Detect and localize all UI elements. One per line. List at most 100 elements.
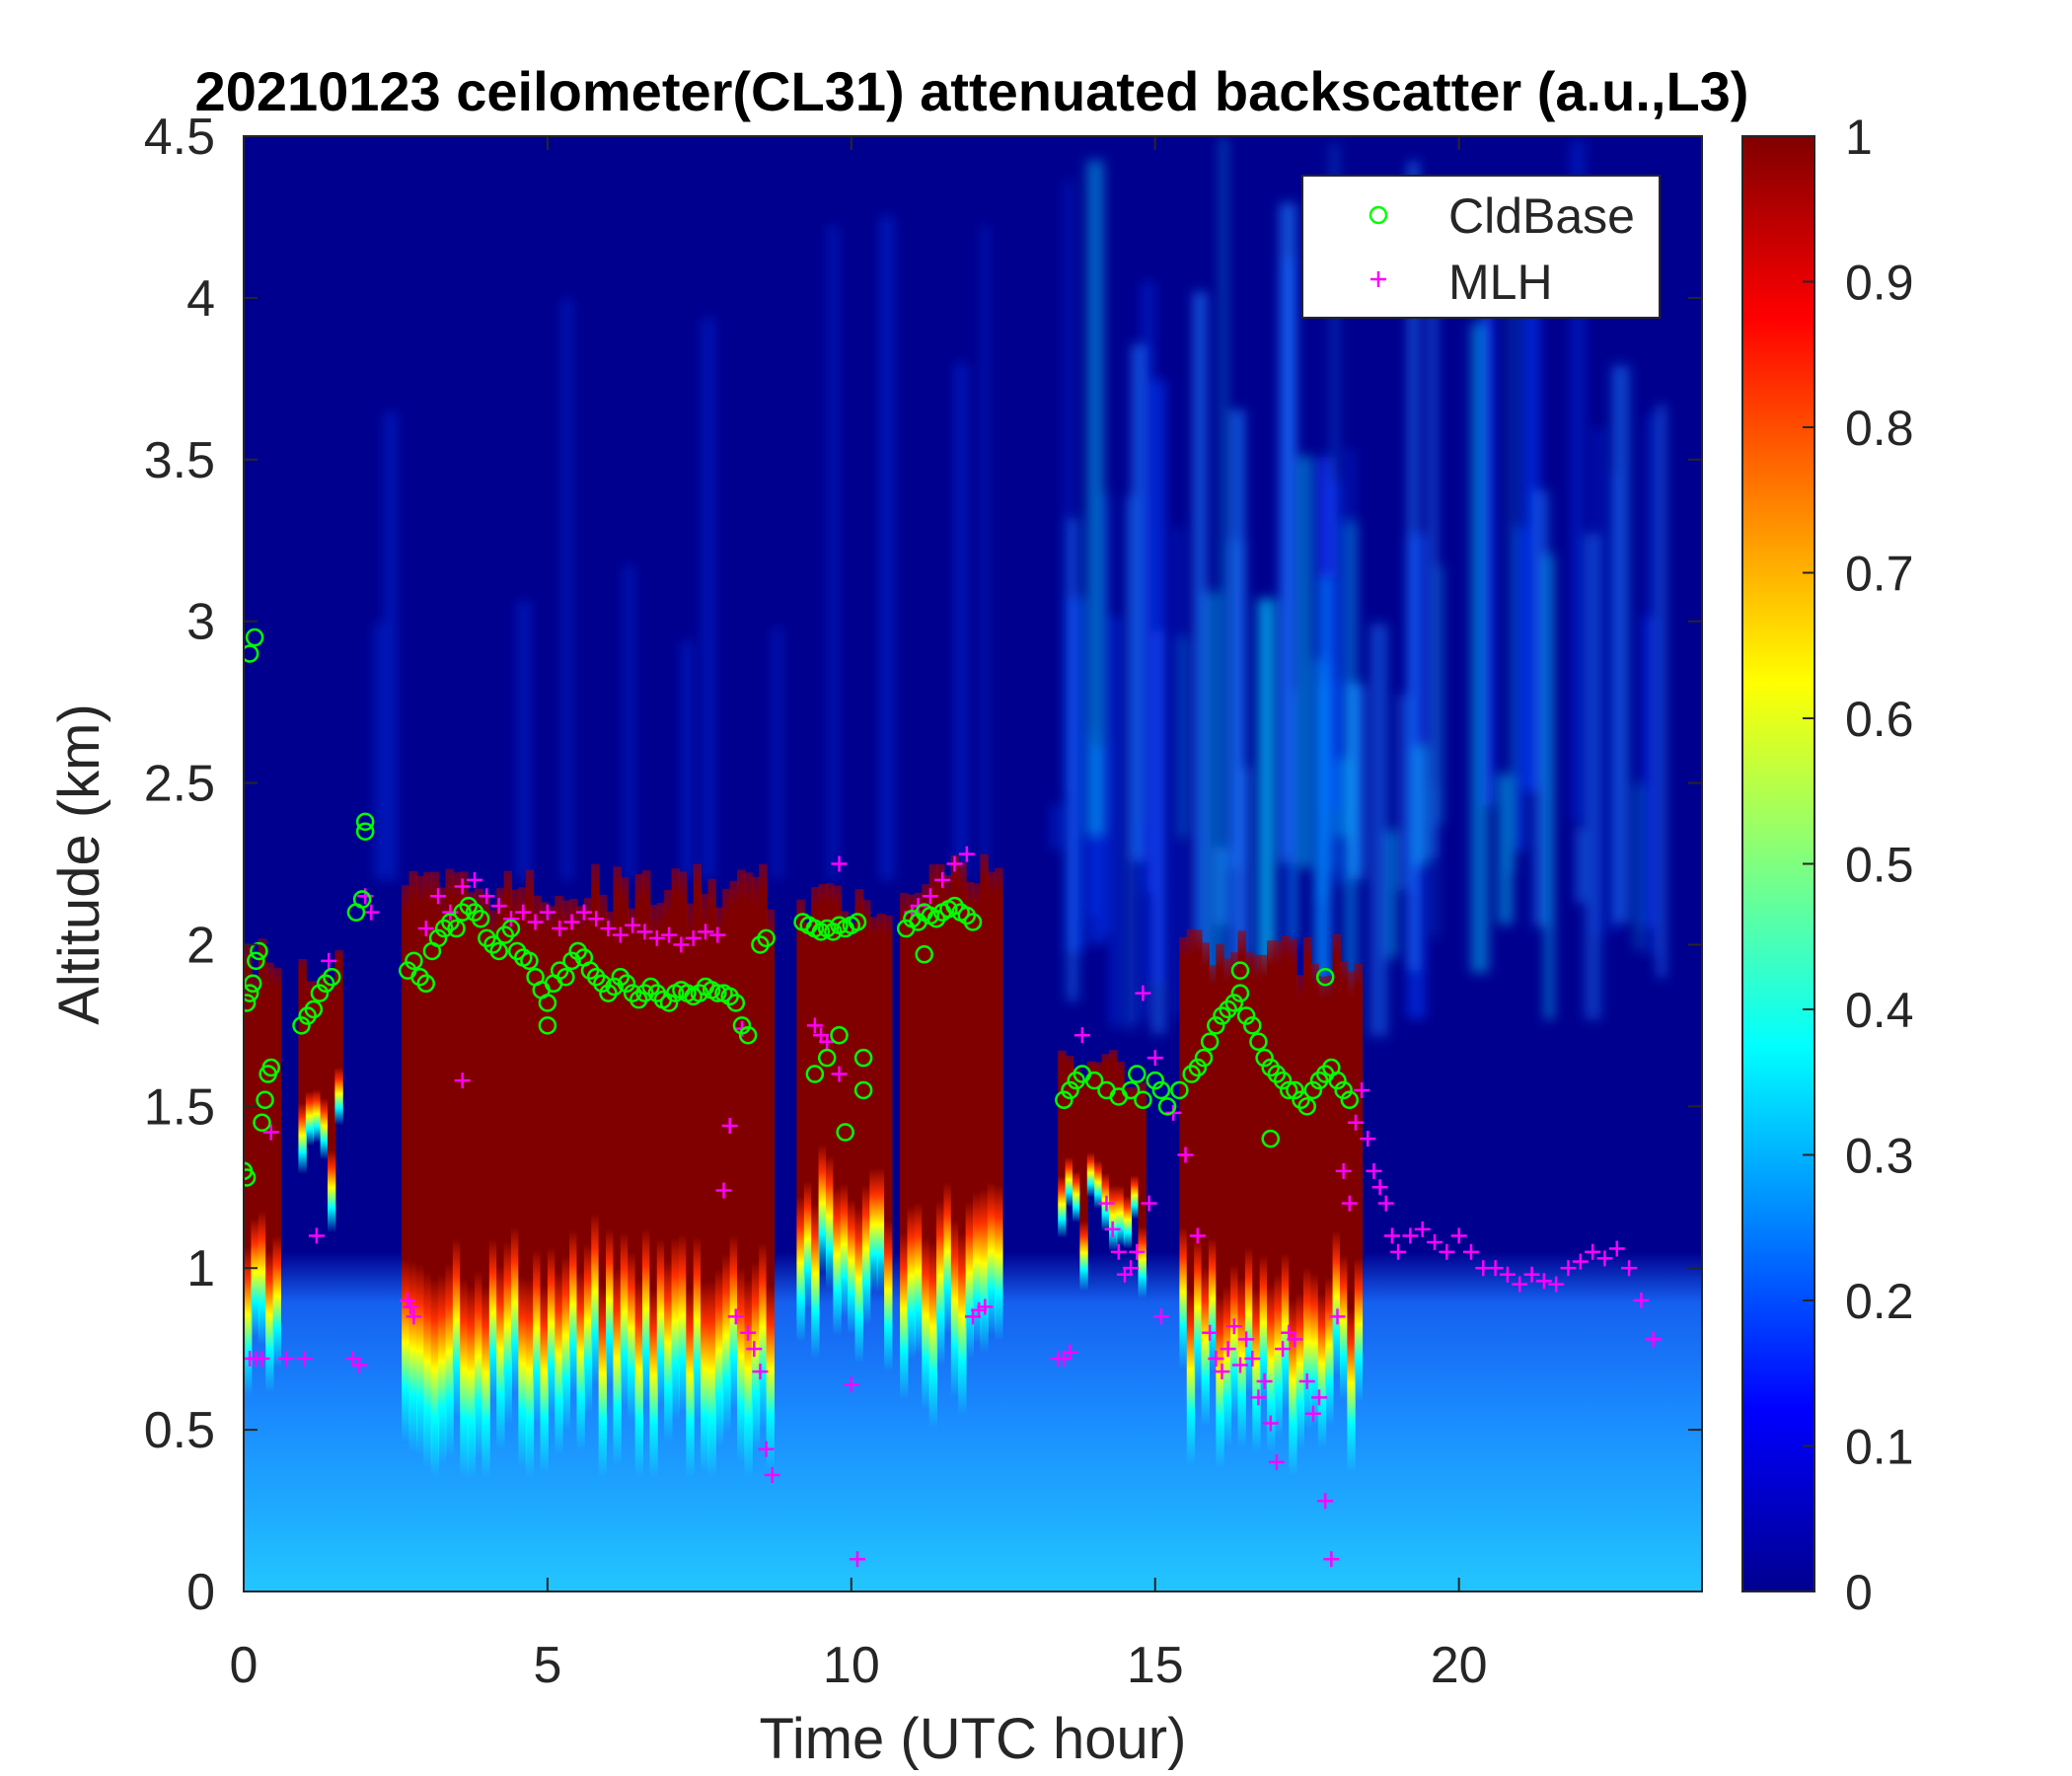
legend-cldbase-label: CldBase	[1448, 188, 1635, 244]
cloud-layers	[244, 853, 1364, 1479]
cloud-column	[649, 905, 658, 1479]
mlh-marker	[1572, 1253, 1589, 1270]
y-tick-label: 3.5	[144, 432, 215, 489]
mlh-marker	[831, 1066, 848, 1082]
cloud-column	[884, 915, 893, 1372]
cldbase-marker	[1061, 1080, 1079, 1100]
y-axis: 0 0.5 1 1.5 2 2.5 3 3.5 4 4.5	[144, 109, 1702, 1621]
mlh-marker	[1104, 1221, 1121, 1237]
colorbar: 0 0.1 0.2 0.3 0.4 0.5 0.6 0.7 0.8 0.9 1	[1741, 110, 1914, 1620]
colorbar-tick-label: 0.7	[1845, 547, 1914, 602]
mlh-marker	[1304, 1405, 1321, 1422]
mlh-marker	[1371, 1179, 1388, 1196]
cloud-column	[1222, 958, 1232, 1447]
cloud-column	[876, 913, 886, 1294]
cldbase-marker	[416, 974, 435, 994]
mlh-marker	[363, 904, 380, 921]
cloud-column	[1295, 975, 1305, 1449]
backscatter-streak	[1413, 745, 1428, 866]
backscatter-streak	[1611, 365, 1630, 924]
cloud-column	[965, 881, 974, 1360]
mlh-marker	[1512, 1276, 1528, 1293]
cloud-column	[759, 863, 768, 1430]
cldbase-marker	[1279, 1080, 1298, 1100]
mlh-marker	[1608, 1240, 1625, 1257]
mlh-marker	[727, 1308, 744, 1325]
cldbase-marker	[244, 1168, 257, 1187]
mlh-marker	[740, 1324, 757, 1341]
cldbase-marker	[538, 994, 557, 1012]
mlh-marker	[1287, 1331, 1303, 1348]
cloud-column	[1216, 943, 1224, 1469]
mlh-marker	[1439, 1243, 1455, 1260]
mlh-marker	[502, 911, 519, 927]
cloud-column	[1116, 1061, 1125, 1247]
mlh-marker	[1135, 985, 1151, 1001]
backscatter-streak	[1065, 179, 1072, 791]
mlh-marker	[625, 917, 641, 933]
backscatter-streak	[518, 600, 530, 880]
cldbase-marker	[253, 1113, 271, 1132]
cldbase-marker	[489, 941, 508, 961]
mlh-marker	[1548, 1276, 1565, 1293]
cldbase-marker	[738, 1025, 758, 1045]
backscatter-streak	[1194, 291, 1207, 976]
cloud-column	[503, 870, 512, 1425]
cloud-column	[980, 853, 989, 1354]
cldbase-marker	[1055, 1090, 1073, 1110]
y-tick-label: 1	[186, 1240, 215, 1297]
cldbase-marker	[1273, 1071, 1293, 1090]
cldbase-marker	[304, 999, 324, 1019]
backscatter-streak	[774, 628, 782, 880]
mlh-marker	[1427, 1234, 1443, 1250]
cloud-column	[854, 889, 863, 1365]
mlh-marker	[1621, 1260, 1638, 1277]
cloud-column	[936, 863, 945, 1367]
backscatter-streak	[1141, 821, 1146, 1021]
cldbase-marker	[244, 974, 262, 994]
cloud-column	[803, 922, 813, 1309]
mlh-marker	[490, 898, 507, 915]
backscatter-streak	[625, 564, 633, 880]
mlh-marker	[715, 1182, 732, 1199]
mlh-marker	[831, 855, 848, 872]
cloud-column	[430, 871, 440, 1479]
cloud-column	[796, 899, 805, 1343]
cldbase-marker	[726, 994, 746, 1012]
cldbase-marker	[853, 1080, 873, 1100]
backscatter-streak	[955, 362, 967, 880]
cldbase-marker	[1157, 1097, 1177, 1116]
cloud-column	[1208, 965, 1218, 1372]
cloud-column	[869, 917, 878, 1293]
backscatter-streak	[1532, 489, 1549, 927]
mlh-marker	[539, 904, 555, 921]
mlh-marker	[1329, 1308, 1346, 1325]
cloud-column	[1079, 1079, 1088, 1292]
cloud-column	[922, 884, 930, 1411]
cldbase-marker	[1134, 1090, 1152, 1110]
mlh-marker	[552, 921, 568, 937]
mlh-marker	[1262, 1415, 1279, 1432]
backscatter-streak	[1051, 804, 1062, 851]
colorbar-tick-label: 0.2	[1845, 1274, 1914, 1329]
cloud-column	[943, 875, 952, 1334]
cldbase-marker	[405, 951, 423, 971]
cldbase-marker	[1236, 1006, 1256, 1025]
cldbase-marker	[1128, 1065, 1147, 1083]
cloud-column	[1058, 1050, 1067, 1238]
cloud-column	[1108, 1050, 1118, 1252]
mlh-marker	[1110, 1243, 1127, 1260]
cldbase-marker	[617, 974, 636, 994]
cloud-column	[671, 868, 680, 1420]
cloud-column	[1186, 928, 1196, 1466]
mlh-marker	[1341, 1195, 1358, 1212]
cldbase-marker	[562, 951, 581, 971]
backscatter-streak	[1658, 405, 1665, 978]
cloud-column	[1230, 952, 1239, 1419]
cldbase-marker	[836, 1123, 854, 1142]
cloud-column	[1332, 933, 1341, 1376]
backscatter-streak	[1344, 521, 1358, 1041]
cloud-column	[1179, 936, 1188, 1370]
mlh-marker	[575, 904, 592, 921]
